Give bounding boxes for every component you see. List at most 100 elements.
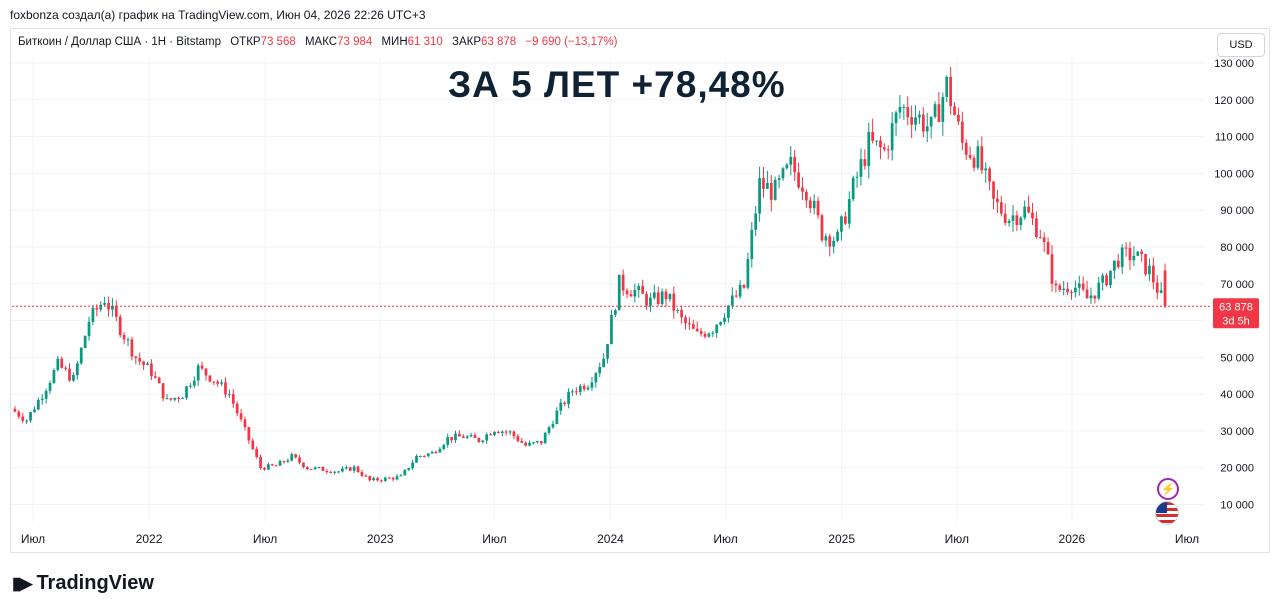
candle-body xyxy=(434,451,438,453)
candle-body xyxy=(461,436,465,438)
price-tick-label: 40 000 xyxy=(1220,389,1254,401)
candle-body xyxy=(719,321,722,325)
candle-body xyxy=(122,335,126,340)
grid-lines xyxy=(12,58,1205,522)
candle-body xyxy=(1011,215,1015,221)
candle-body xyxy=(528,442,531,446)
candle-body xyxy=(220,382,223,384)
candle-body xyxy=(859,159,863,177)
tradingview-logo-icon: ▮▶ xyxy=(12,573,32,593)
candle-body xyxy=(372,478,375,481)
candle-body xyxy=(882,147,886,150)
candle-body xyxy=(282,461,286,463)
candle-body xyxy=(356,466,360,473)
price-badge xyxy=(1213,298,1259,329)
candle-body xyxy=(843,216,847,224)
time-tick-label: 2024 xyxy=(597,532,624,546)
candle-body xyxy=(1007,220,1011,223)
time-tick-label: Июл xyxy=(482,532,506,546)
candle-body xyxy=(551,423,555,428)
candle-body xyxy=(890,123,894,151)
candle-body xyxy=(430,451,434,454)
candle-body xyxy=(29,412,32,421)
candle-body xyxy=(79,347,83,364)
candle-body xyxy=(52,370,56,383)
candle-body xyxy=(1077,283,1081,288)
candle-body xyxy=(255,448,259,458)
candle-body xyxy=(656,292,660,304)
candle-body xyxy=(450,437,453,441)
candle-body xyxy=(477,437,481,442)
candle-body xyxy=(801,187,804,192)
candle-body xyxy=(532,442,535,444)
tradingview-logo[interactable]: ▮▶ TradingView xyxy=(12,572,154,595)
low-label: МИН xyxy=(381,36,408,48)
candle-body xyxy=(1089,295,1093,299)
candle-body xyxy=(968,154,972,158)
candle-body xyxy=(960,121,964,143)
candle-body xyxy=(723,317,726,322)
candle-body xyxy=(438,448,442,453)
candle-body xyxy=(984,168,988,171)
candle-body xyxy=(750,229,754,259)
candle-body xyxy=(298,457,301,463)
candle-body xyxy=(60,358,64,368)
symbol-name[interactable]: Биткоин / Доллар США · 1Н · Bitstamp xyxy=(18,36,222,48)
us-flag-icon[interactable] xyxy=(1155,501,1179,525)
price-tick-label: 50 000 xyxy=(1220,352,1254,364)
candle-body xyxy=(520,440,524,443)
candle-body xyxy=(44,390,48,399)
close-value: 63 878 xyxy=(481,36,517,48)
candle-body xyxy=(411,462,414,469)
candle-body xyxy=(730,295,734,306)
candle-body xyxy=(660,291,664,304)
candle-body xyxy=(446,437,450,445)
candle-body xyxy=(473,435,477,438)
candle-body xyxy=(571,391,574,393)
candle-body xyxy=(957,114,960,122)
candle-body xyxy=(142,361,145,366)
candle-body xyxy=(126,339,130,341)
time-tick-label: Июл xyxy=(1175,532,1199,546)
candle-body xyxy=(937,104,941,122)
candle-body xyxy=(114,305,118,317)
candle-body xyxy=(263,467,266,470)
time-tick-label: 2025 xyxy=(828,532,855,546)
candle-body xyxy=(181,397,184,399)
candle-body xyxy=(754,213,758,230)
candle-body xyxy=(715,324,719,333)
time-tick-label: Июл xyxy=(21,532,45,546)
candle-body xyxy=(676,309,680,311)
candle-body xyxy=(840,216,843,232)
candle-body xyxy=(103,302,106,305)
candle-body xyxy=(902,106,906,108)
candle-body xyxy=(855,176,859,178)
candle-body xyxy=(228,394,231,396)
candle-body xyxy=(341,468,344,472)
candle-body xyxy=(1042,237,1046,243)
candle-body xyxy=(1035,218,1038,238)
candle-body xyxy=(235,403,239,414)
candle-body xyxy=(1074,287,1077,293)
candle-body xyxy=(536,441,539,443)
candle-body xyxy=(871,131,875,141)
candle-body xyxy=(555,410,559,424)
time-tick-label: Июл xyxy=(945,532,969,546)
candle-body xyxy=(617,274,621,311)
candle-body xyxy=(762,178,765,189)
lightning-icon[interactable]: ⚡ xyxy=(1157,478,1179,500)
candle-body xyxy=(25,420,29,422)
candle-body xyxy=(224,382,227,395)
candle-body xyxy=(169,398,173,400)
candle-body xyxy=(189,385,192,387)
candle-body xyxy=(239,413,243,420)
candle-body xyxy=(72,375,75,381)
currency-button[interactable]: USD xyxy=(1217,33,1265,57)
candle-body xyxy=(672,293,676,311)
candle-body xyxy=(1132,255,1136,261)
candle-body xyxy=(777,178,781,180)
candle-body xyxy=(75,363,79,376)
candle-body xyxy=(594,373,598,383)
candle-body xyxy=(824,236,828,241)
